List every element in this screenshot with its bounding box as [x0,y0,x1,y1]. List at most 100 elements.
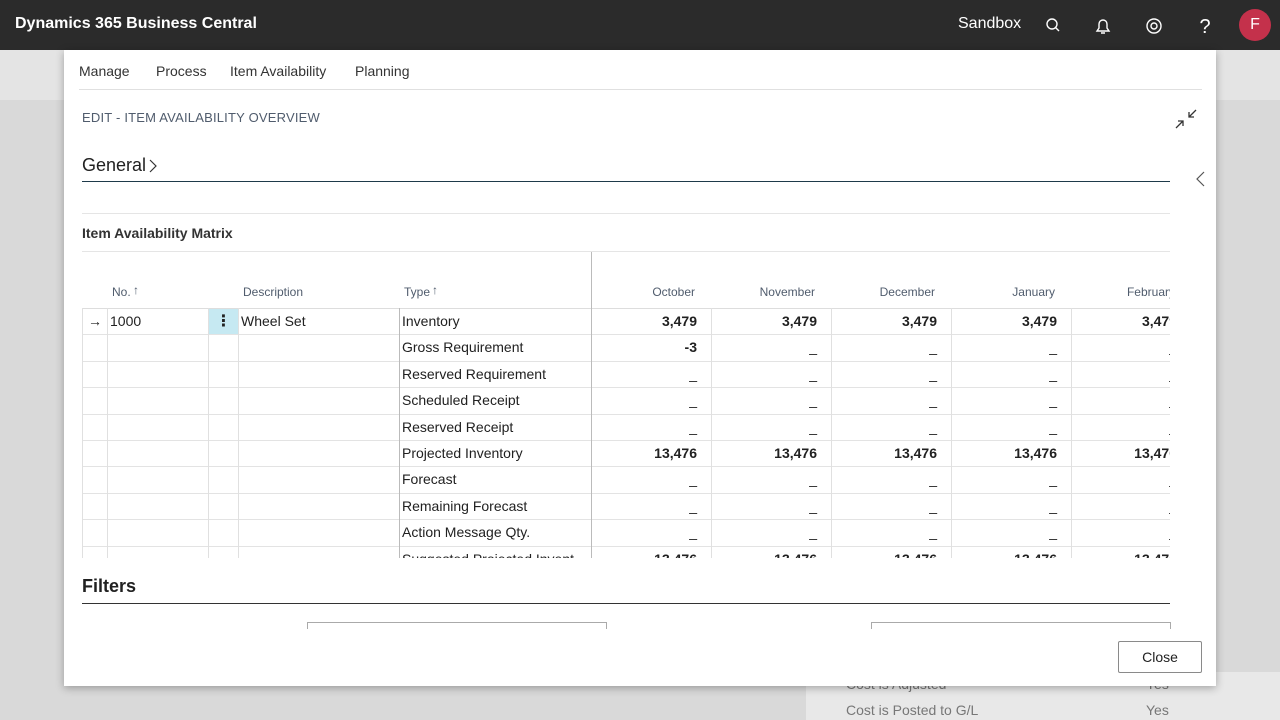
value[interactable]: _ [689,524,697,541]
matrix-table: No. Description Type ↑ ↑ October November Decem… [82,252,1170,558]
column-header[interactable]: January [1012,285,1055,299]
value[interactable]: _ [689,418,697,435]
type: Gross Requirement [402,339,524,356]
value[interactable]: _ [929,365,937,382]
value[interactable]: _ [1049,392,1057,409]
column-header[interactable]: October [652,285,695,299]
grid-line [82,492,1170,494]
value[interactable]: _ [1077,493,1170,519]
column-header[interactable]: Description [243,285,304,299]
type: Reserved Requirement [402,365,546,382]
bg-value: Yes [1146,702,1169,718]
value[interactable]: 13,476 [837,546,937,558]
filter-input[interactable] [871,622,1171,629]
value[interactable]: 13,476 [894,445,937,461]
dialog [64,50,1216,686]
side-chevron[interactable] [1194,170,1208,188]
value[interactable]: 3,479 [781,313,817,329]
value[interactable]: _ [1049,418,1057,435]
row-menu[interactable]: ⋮ [209,309,238,334]
value[interactable]: _ [1049,471,1057,488]
search-icon[interactable] [1046,18,1058,30]
item-no[interactable]: 1000 [110,313,142,329]
value[interactable]: _ [689,497,697,514]
menu-item[interactable]: Manage [79,63,130,79]
value[interactable]: _ [809,497,817,514]
value[interactable]: 13,476 [717,546,817,558]
grid-line [82,308,1170,309]
value[interactable]: _ [809,392,817,409]
value[interactable]: 13,476 [654,445,697,461]
help-icon[interactable]: ? [1199,16,1210,38]
value[interactable]: _ [809,365,817,382]
filters-title[interactable]: Filters [82,576,137,596]
value[interactable]: 13,476 [597,546,697,558]
column-header[interactable]: No. [112,285,131,299]
value[interactable]: _ [809,339,817,356]
grid-line [591,252,592,558]
grid-line [82,413,1170,415]
value[interactable]: 3,479 [1021,313,1057,329]
value[interactable]: _ [1077,361,1170,387]
value[interactable]: 13,476 [1014,445,1057,461]
value[interactable]: _ [929,418,937,435]
value[interactable]: _ [809,471,817,488]
value[interactable]: _ [1077,387,1170,413]
general-title[interactable]: General [82,155,147,175]
value[interactable]: 3,479 [901,313,937,329]
close-button[interactable]: Close [1118,641,1202,673]
value[interactable]: _ [1049,365,1057,382]
value[interactable]: _ [809,524,817,541]
description[interactable]: Wheel Set [241,313,306,329]
value[interactable]: _ [929,471,937,488]
value[interactable]: 13,476 [957,546,1057,558]
value[interactable]: _ [929,392,937,409]
value[interactable]: _ [929,497,937,514]
value[interactable]: 3,479 [1141,313,1170,329]
avatar[interactable]: F [1239,9,1271,41]
column-header[interactable]: February [1126,285,1170,299]
grid-line [399,308,400,558]
menu-item[interactable]: Planning [355,63,410,79]
value[interactable]: _ [929,339,937,356]
value[interactable]: _ [1077,466,1170,492]
value[interactable]: 13,476 [1134,445,1170,461]
filter-input[interactable] [307,622,607,629]
value[interactable]: _ [1049,339,1057,356]
environment[interactable]: Sandbox [958,15,1022,32]
grid-line [82,519,1170,521]
grid-line [951,308,952,558]
value[interactable]: -3 [684,339,697,356]
menu-item[interactable]: Process [156,63,207,79]
grid-line [82,387,1170,389]
value[interactable]: _ [1049,497,1057,514]
menu-item[interactable]: Item Availability [230,63,327,79]
value[interactable]: 13,476 [1077,546,1170,558]
value[interactable]: _ [809,418,817,435]
value[interactable]: _ [689,365,697,382]
value[interactable]: _ [689,471,697,488]
value[interactable]: _ [1077,334,1170,360]
divider [82,251,1170,252]
column-header[interactable]: November [759,285,815,299]
type: Action Message Qty. [402,524,531,541]
app-title[interactable]: Dynamics 365 Business Central [15,15,257,32]
value[interactable]: _ [1077,519,1170,545]
type: Scheduled Receipt [402,392,520,409]
settings-icon[interactable] [1146,18,1162,34]
row-indicator: → [88,313,102,329]
grid-line [1071,308,1072,558]
value[interactable]: 13,476 [774,445,817,461]
value[interactable]: _ [929,524,937,541]
value[interactable]: _ [1049,524,1057,541]
value[interactable]: _ [689,392,697,409]
notification-icon[interactable] [1095,19,1111,34]
value[interactable]: 3,479 [661,313,697,329]
matrix-title: Item Availability Matrix [82,225,233,241]
grid-line [208,308,209,558]
collapse-icon[interactable] [1174,108,1198,132]
column-header[interactable]: December [879,285,935,299]
column-header[interactable]: Type [404,285,431,299]
value[interactable]: _ [1077,414,1170,440]
